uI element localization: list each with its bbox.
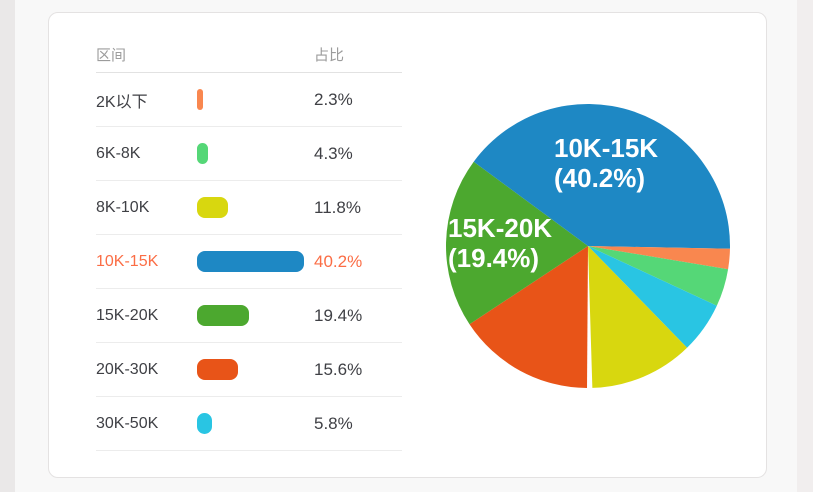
salary-distribution-card: 区间 占比 2K以下 2.3% 6K-8K 4.3% 8K-10K 11.8% … [48, 12, 767, 478]
range-label: 10K-15K [96, 252, 159, 270]
table-row[interactable]: 10K-15K 40.2% [96, 235, 402, 289]
share-value: 4.3% [314, 143, 353, 163]
page-background-right-strip [797, 0, 813, 492]
range-label: 2K以下 [96, 93, 148, 111]
range-label: 8K-10K [96, 198, 150, 216]
share-bar [197, 89, 204, 110]
salary-pie-chart: 10K-15K (40.2%) 15K-20K (19.4%) [446, 104, 730, 388]
table-row[interactable]: 15K-20K 19.4% [96, 289, 402, 343]
pie-svg[interactable] [446, 104, 730, 388]
header-share: 占比 [314, 47, 345, 64]
share-bar [197, 413, 213, 434]
share-bar [197, 251, 304, 272]
pie-slice[interactable] [469, 246, 588, 388]
share-bar [197, 359, 239, 380]
share-bar [197, 143, 209, 164]
share-value: 19.4% [314, 305, 363, 325]
salary-range-table: 区间 占比 2K以下 2.3% 6K-8K 4.3% 8K-10K 11.8% … [96, 44, 402, 451]
share-value: 11.8% [314, 197, 361, 217]
table-row[interactable]: 2K以下 2.3% [96, 73, 402, 127]
page-background-left-strip [0, 0, 15, 492]
pie-slice[interactable] [446, 161, 588, 325]
pie-slice[interactable] [588, 246, 717, 348]
share-bar [197, 305, 249, 326]
range-label: 30K-50K [96, 414, 159, 432]
header-range: 区间 [96, 47, 127, 64]
table-header-row: 区间 占比 [96, 44, 402, 73]
table-row[interactable]: 6K-8K 4.3% [96, 127, 402, 181]
pie-slice[interactable] [588, 246, 729, 306]
table-row[interactable]: 30K-50K 5.8% [96, 397, 402, 451]
range-label: 20K-30K [96, 360, 159, 378]
range-label: 15K-20K [96, 306, 159, 324]
share-value: 5.8% [314, 413, 353, 433]
share-value: 40.2% [314, 251, 363, 271]
range-label: 6K-8K [96, 144, 141, 162]
table-row[interactable]: 8K-10K 11.8% [96, 181, 402, 235]
pie-slice[interactable] [588, 246, 688, 388]
table-row[interactable]: 20K-30K 15.6% [96, 343, 402, 397]
pie-slice[interactable] [473, 104, 730, 249]
share-value: 15.6% [314, 359, 363, 379]
pie-slice[interactable] [588, 246, 730, 270]
share-value: 2.3% [314, 89, 353, 109]
share-bar [197, 197, 229, 218]
